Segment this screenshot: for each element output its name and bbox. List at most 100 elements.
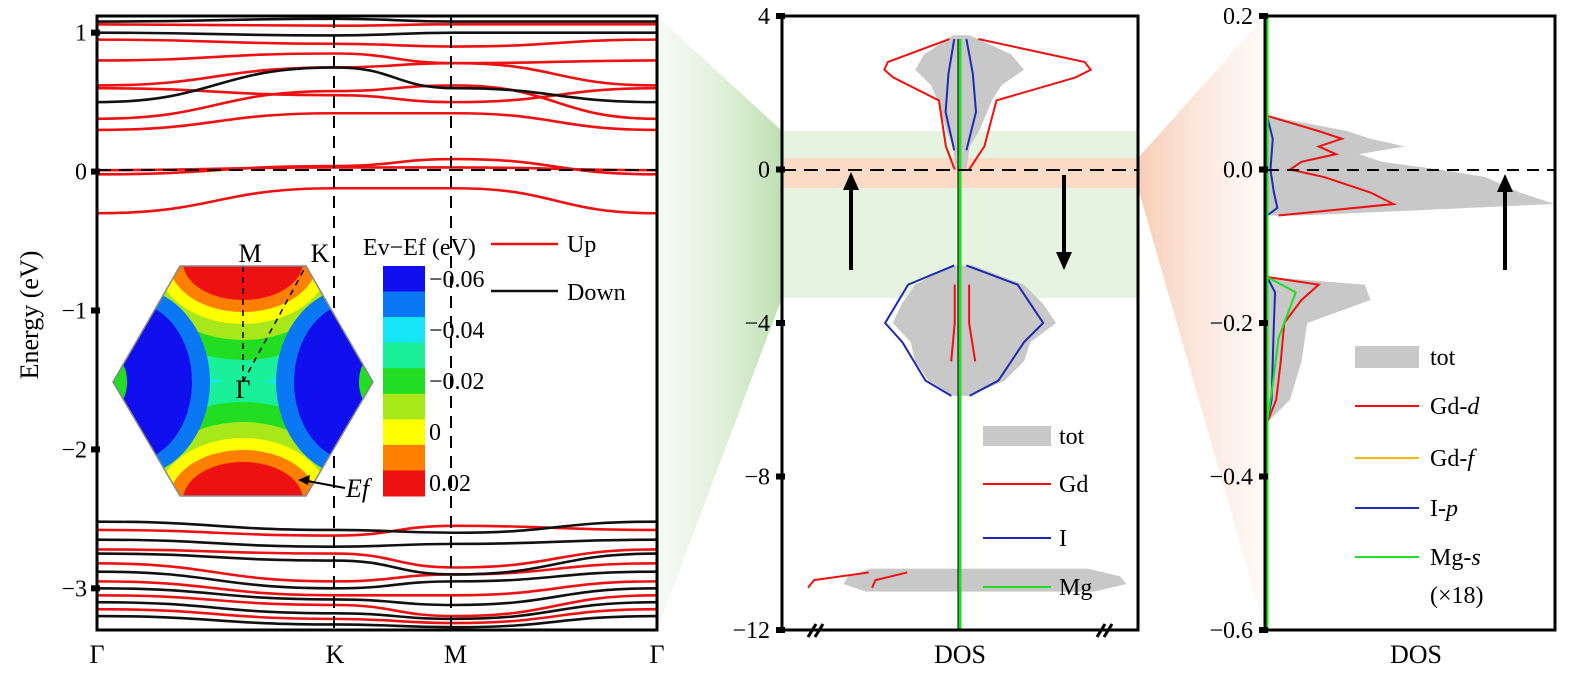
band-up-13 [96, 580, 658, 597]
band-up-15 [96, 607, 658, 625]
zoom-ytick-label: −0.2 [1209, 311, 1253, 337]
band-up-12 [96, 562, 658, 583]
dos-zoom-frame [1263, 14, 1557, 632]
colorbar-tick-label: −0.06 [429, 267, 485, 293]
kpoint-label: K [326, 640, 345, 669]
dos-tot-area-2 [843, 568, 1127, 592]
colorbar-tick-label: −0.04 [429, 318, 485, 344]
kpoint-label: Γ [649, 640, 664, 669]
dos-gd-line-1 [968, 284, 977, 362]
dos-gd-line-mirror-1 [950, 284, 956, 362]
colorbar-band [383, 393, 425, 420]
band-down-1 [96, 31, 657, 37]
colorbar-tick-label: 0 [429, 420, 441, 446]
dos-gd-line-mirror-2 [871, 571, 908, 589]
zoom-tot-area-lower [1267, 276, 1371, 423]
fermi-contour-pointer-head [298, 475, 310, 485]
dos-ytick-label: −4 [744, 311, 770, 337]
band-up-7 [96, 52, 658, 65]
colorbar-band [383, 419, 425, 446]
colorbar-tick-label: −0.02 [429, 369, 485, 395]
axis-break-right [1095, 623, 1114, 638]
dos-legend-label: Mg [1059, 575, 1092, 601]
band-legend: Up Down [491, 232, 626, 306]
kpoint-label: M [444, 640, 467, 669]
orange-connector [1138, 16, 1265, 630]
band-y-ticks: 1 0 −1 −2 −3 [61, 21, 100, 602]
dos-i-line-mirror-1 [883, 264, 955, 397]
dos-i-line-0 [965, 38, 978, 151]
zoom-legend-label: Gd-f [1430, 446, 1477, 472]
dos-gd-line-mirror-0 [883, 38, 956, 170]
band-up-0 [96, 186, 658, 215]
dos-tot-area-1 [892, 265, 1056, 396]
dos-tot-area-0 [915, 35, 1024, 170]
kpoint-label: Γ [89, 640, 104, 669]
colorbar-tick-label: 0.02 [429, 471, 471, 497]
inset-label-K: K [311, 239, 330, 268]
colorbar-band [383, 470, 425, 497]
band-ytick-label: −1 [61, 298, 87, 324]
zoom-tot-area-upper [1267, 115, 1555, 216]
dos-i-line-1 [966, 264, 1045, 397]
hexagon-outline [112, 265, 374, 497]
zoom-arrow-head [1497, 174, 1513, 192]
dos-legend-label: tot [1059, 424, 1085, 450]
band-up-9 [96, 23, 657, 28]
dos-i-line-mirror-0 [944, 38, 956, 151]
dos-zoom-y-ticks: 0.2 0.0 −0.2 −0.4 −0.6 [1209, 4, 1268, 644]
dos-legend-label: Gd [1059, 472, 1088, 498]
colorbar-title: Ev−Ef (eV) [363, 235, 476, 261]
band-up-14 [96, 593, 658, 618]
zoom-gd-d-line-upper [1266, 114, 1398, 217]
band-ytick-label: 1 [75, 21, 87, 47]
colorbar-band [383, 266, 425, 293]
zoom-connectors [657, 16, 1265, 630]
band-up-11 [96, 548, 658, 569]
dos-legend: tot Gd I Mg [983, 424, 1092, 601]
zoom-ytick-label: −0.4 [1209, 465, 1253, 491]
zoom-legend-label: Gd-d [1430, 394, 1480, 420]
fermi-contour-pointer [301, 479, 346, 489]
colorbar-band [383, 368, 425, 395]
colorbar: −0.06 −0.04 −0.02 0 0.02 [383, 266, 485, 497]
band-down-2 [96, 17, 657, 23]
band-up-8 [96, 38, 658, 48]
dos-zoom-panel: 0.2 0.0 −0.2 −0.4 −0.6 DOS tot Gd-d Gd-f I-p Mg-… [1209, 4, 1557, 669]
band-up-2 [96, 166, 658, 172]
dos-gd-line-0 [968, 38, 1093, 171]
zoom-ytick-label: 0.0 [1223, 158, 1253, 184]
band-ytick-label: −3 [61, 576, 87, 602]
zoom-ytick-label: 0.2 [1223, 4, 1253, 30]
band-down-7 [96, 587, 658, 607]
axis-break-left [806, 623, 825, 638]
dos-panel: 4 0 −4 −8 −12 DOS tot Gd I Mg [732, 4, 1140, 669]
band-up-6 [96, 61, 658, 87]
zoom-legend-swatch [1355, 346, 1419, 368]
band-ytick-label: −2 [61, 437, 87, 463]
dos-ytick-label: −8 [744, 465, 770, 491]
dos-legend-label: I [1059, 526, 1067, 552]
dos-y-ticks: 4 0 −4 −8 −12 [732, 4, 785, 644]
dos-zoom-x-title: DOS [1390, 640, 1442, 669]
band-lines [96, 17, 658, 629]
band-up-4 [96, 84, 658, 121]
legend-up-label: Up [567, 232, 596, 258]
inset-label-M: M [238, 239, 261, 268]
dos-ytick-label: −12 [732, 618, 770, 644]
band-ytick-label: 0 [75, 160, 87, 186]
mg-s-scale-note: (×18) [1430, 583, 1484, 609]
zoom-legend-label: I-p [1430, 496, 1458, 522]
band-up-1 [96, 157, 658, 176]
band-structure-panel: 1 0 −1 −2 −3 Γ K M Γ Energy (eV) [15, 14, 665, 669]
colorbar-band [383, 444, 425, 471]
dos-gd-line-2 [807, 571, 869, 589]
dos-legend-swatch [983, 426, 1051, 446]
band-down-4 [96, 538, 658, 548]
green-connector [657, 16, 782, 630]
dos-zoom-legend: tot Gd-d Gd-f I-p Mg-s [1355, 345, 1481, 571]
dos-ytick-label: 0 [758, 158, 770, 184]
zoom-i-p-line-upper [1266, 115, 1279, 217]
